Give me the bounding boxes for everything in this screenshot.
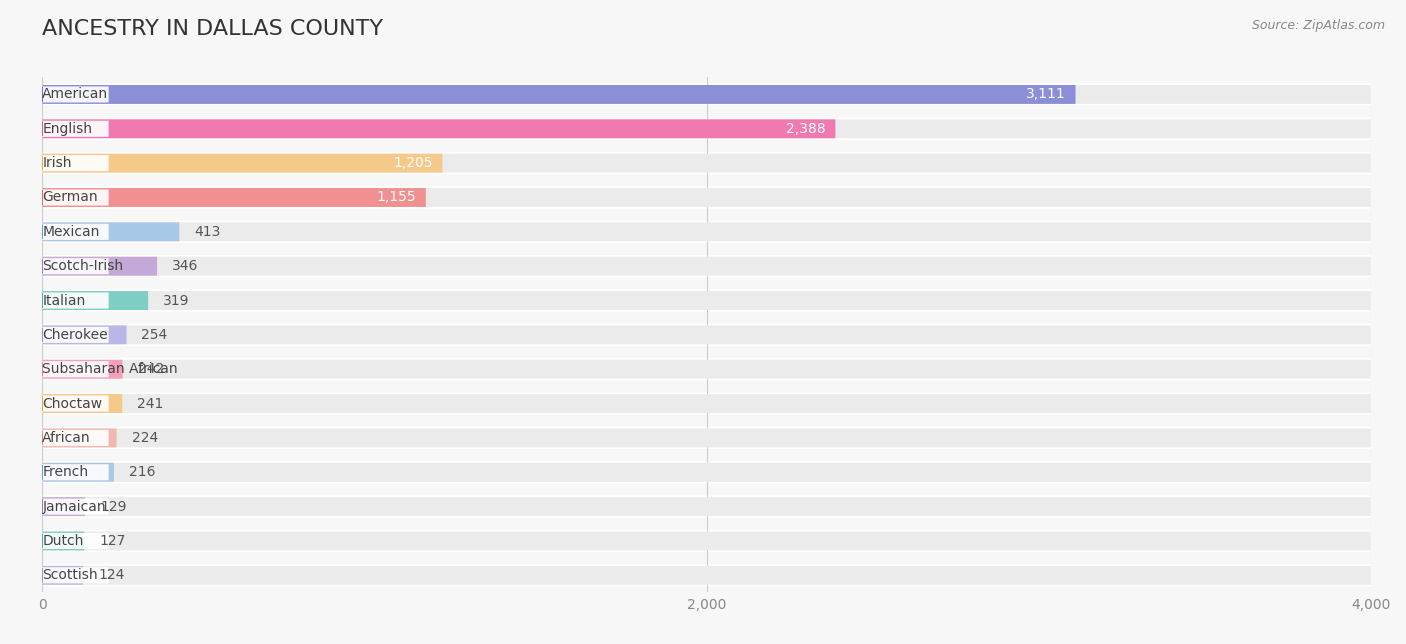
FancyBboxPatch shape — [42, 188, 1371, 207]
FancyBboxPatch shape — [42, 430, 108, 446]
FancyBboxPatch shape — [42, 498, 108, 515]
Text: Jamaican: Jamaican — [42, 500, 105, 514]
FancyBboxPatch shape — [35, 461, 1378, 484]
FancyBboxPatch shape — [42, 85, 1371, 104]
FancyBboxPatch shape — [42, 224, 108, 240]
FancyBboxPatch shape — [35, 530, 1378, 552]
FancyBboxPatch shape — [42, 325, 1371, 345]
Text: Mexican: Mexican — [42, 225, 100, 239]
Text: 2,388: 2,388 — [786, 122, 825, 136]
FancyBboxPatch shape — [42, 258, 108, 274]
FancyBboxPatch shape — [42, 531, 1371, 551]
FancyBboxPatch shape — [42, 464, 108, 480]
Text: Choctaw: Choctaw — [42, 397, 103, 411]
FancyBboxPatch shape — [42, 154, 1371, 173]
FancyBboxPatch shape — [42, 360, 1371, 379]
Text: English: English — [42, 122, 93, 136]
FancyBboxPatch shape — [35, 324, 1378, 346]
FancyBboxPatch shape — [35, 221, 1378, 243]
FancyBboxPatch shape — [42, 394, 1371, 413]
Text: 346: 346 — [172, 259, 198, 273]
FancyBboxPatch shape — [42, 463, 1371, 482]
FancyBboxPatch shape — [42, 567, 108, 583]
FancyBboxPatch shape — [42, 222, 180, 242]
FancyBboxPatch shape — [42, 566, 1371, 585]
Text: German: German — [42, 191, 98, 205]
Text: 129: 129 — [100, 500, 127, 514]
FancyBboxPatch shape — [35, 392, 1378, 415]
FancyBboxPatch shape — [42, 531, 84, 551]
FancyBboxPatch shape — [35, 118, 1378, 140]
FancyBboxPatch shape — [42, 327, 108, 343]
FancyBboxPatch shape — [42, 291, 1371, 310]
FancyBboxPatch shape — [35, 358, 1378, 381]
FancyBboxPatch shape — [42, 497, 84, 516]
FancyBboxPatch shape — [42, 222, 1371, 242]
FancyBboxPatch shape — [42, 291, 148, 310]
FancyBboxPatch shape — [42, 533, 108, 549]
FancyBboxPatch shape — [42, 257, 1371, 276]
Text: 254: 254 — [142, 328, 167, 342]
FancyBboxPatch shape — [42, 257, 157, 276]
Text: 241: 241 — [138, 397, 163, 411]
Text: American: American — [42, 88, 108, 102]
FancyBboxPatch shape — [42, 154, 443, 173]
Text: 124: 124 — [98, 568, 125, 582]
Text: 216: 216 — [129, 465, 156, 479]
FancyBboxPatch shape — [35, 289, 1378, 312]
FancyBboxPatch shape — [42, 119, 1371, 138]
Text: 242: 242 — [138, 362, 163, 376]
FancyBboxPatch shape — [42, 463, 114, 482]
FancyBboxPatch shape — [42, 428, 117, 448]
FancyBboxPatch shape — [42, 428, 1371, 448]
Text: African: African — [42, 431, 91, 445]
FancyBboxPatch shape — [35, 495, 1378, 518]
Text: French: French — [42, 465, 89, 479]
FancyBboxPatch shape — [42, 155, 108, 171]
Text: 413: 413 — [194, 225, 221, 239]
FancyBboxPatch shape — [42, 360, 122, 379]
Text: 3,111: 3,111 — [1026, 88, 1066, 102]
Text: 1,205: 1,205 — [392, 156, 433, 170]
FancyBboxPatch shape — [42, 497, 1371, 516]
Text: Scotch-Irish: Scotch-Irish — [42, 259, 124, 273]
Text: Italian: Italian — [42, 294, 86, 308]
Text: Cherokee: Cherokee — [42, 328, 108, 342]
Text: 224: 224 — [132, 431, 157, 445]
FancyBboxPatch shape — [42, 566, 83, 585]
Text: 319: 319 — [163, 294, 190, 308]
FancyBboxPatch shape — [35, 427, 1378, 449]
FancyBboxPatch shape — [42, 86, 108, 102]
FancyBboxPatch shape — [42, 85, 1076, 104]
Text: Scottish: Scottish — [42, 568, 98, 582]
Text: 127: 127 — [100, 534, 125, 548]
FancyBboxPatch shape — [42, 394, 122, 413]
FancyBboxPatch shape — [35, 255, 1378, 278]
FancyBboxPatch shape — [35, 152, 1378, 175]
Text: Irish: Irish — [42, 156, 72, 170]
FancyBboxPatch shape — [42, 361, 108, 377]
FancyBboxPatch shape — [42, 119, 835, 138]
Text: Subsaharan African: Subsaharan African — [42, 362, 179, 376]
FancyBboxPatch shape — [42, 188, 426, 207]
FancyBboxPatch shape — [42, 121, 108, 137]
FancyBboxPatch shape — [35, 186, 1378, 209]
FancyBboxPatch shape — [42, 395, 108, 412]
FancyBboxPatch shape — [42, 189, 108, 205]
Text: 1,155: 1,155 — [377, 191, 416, 205]
FancyBboxPatch shape — [42, 325, 127, 345]
FancyBboxPatch shape — [35, 564, 1378, 587]
FancyBboxPatch shape — [35, 83, 1378, 106]
FancyBboxPatch shape — [42, 292, 108, 308]
Text: Source: ZipAtlas.com: Source: ZipAtlas.com — [1251, 19, 1385, 32]
Text: ANCESTRY IN DALLAS COUNTY: ANCESTRY IN DALLAS COUNTY — [42, 19, 384, 39]
Text: Dutch: Dutch — [42, 534, 84, 548]
